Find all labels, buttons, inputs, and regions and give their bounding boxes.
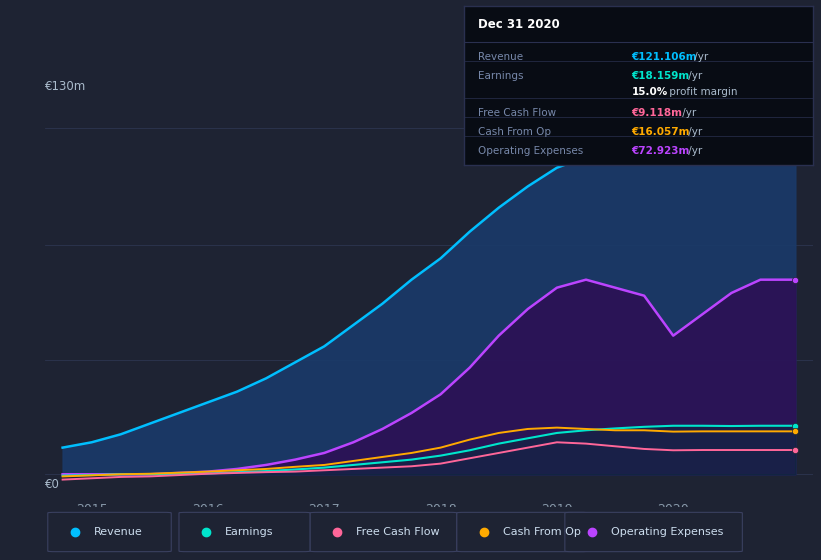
Text: /yr: /yr [691, 52, 709, 62]
Text: /yr: /yr [685, 146, 702, 156]
Text: €72.923m: €72.923m [631, 146, 690, 156]
FancyBboxPatch shape [456, 512, 588, 552]
Text: profit margin: profit margin [667, 87, 738, 97]
Text: €18.159m: €18.159m [631, 71, 690, 81]
Text: €9.118m: €9.118m [631, 108, 682, 118]
FancyBboxPatch shape [48, 512, 172, 552]
Text: /yr: /yr [679, 108, 696, 118]
Text: /yr: /yr [685, 127, 702, 137]
FancyBboxPatch shape [310, 512, 456, 552]
Text: Operating Expenses: Operating Expenses [478, 146, 583, 156]
Text: /yr: /yr [685, 71, 702, 81]
Text: €16.057m: €16.057m [631, 127, 690, 137]
Text: €0: €0 [45, 478, 60, 491]
Text: €121.106m: €121.106m [631, 52, 697, 62]
FancyBboxPatch shape [179, 512, 310, 552]
Text: Revenue: Revenue [94, 527, 143, 537]
Text: €130m: €130m [45, 80, 86, 93]
Text: Cash From Op: Cash From Op [478, 127, 551, 137]
Text: Revenue: Revenue [478, 52, 523, 62]
Text: Free Cash Flow: Free Cash Flow [356, 527, 440, 537]
Text: Earnings: Earnings [225, 527, 273, 537]
FancyBboxPatch shape [565, 512, 742, 552]
Text: Operating Expenses: Operating Expenses [611, 527, 723, 537]
Text: Cash From Op: Cash From Op [503, 527, 581, 537]
Text: Free Cash Flow: Free Cash Flow [478, 108, 556, 118]
Text: Dec 31 2020: Dec 31 2020 [478, 18, 560, 31]
Text: Earnings: Earnings [478, 71, 523, 81]
Text: 15.0%: 15.0% [631, 87, 667, 97]
